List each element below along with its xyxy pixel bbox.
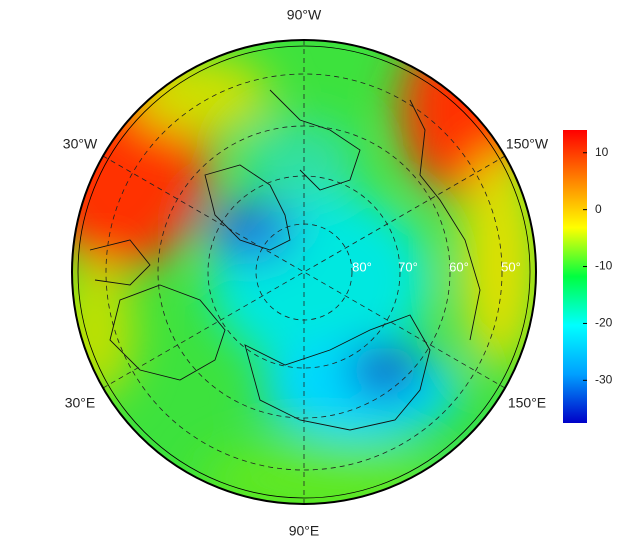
map-inner-border bbox=[77, 45, 531, 499]
lon-label: 90°W bbox=[287, 7, 322, 23]
lon-label: 30°E bbox=[65, 395, 96, 411]
field bbox=[72, 40, 536, 504]
colorbar-tick-label: -30 bbox=[595, 373, 613, 387]
lat-label: 60° bbox=[449, 259, 469, 274]
colorbar-tick-label: -20 bbox=[595, 316, 613, 330]
colorbar-tick-label: 0 bbox=[595, 202, 602, 216]
graticule bbox=[102, 40, 506, 504]
colorbar bbox=[563, 130, 587, 423]
lon-label: 90°E bbox=[289, 523, 320, 539]
lat-label: 70° bbox=[398, 259, 418, 274]
colorbar-tick-label: -10 bbox=[595, 259, 613, 273]
lon-label: 30°W bbox=[63, 136, 98, 152]
coastlines bbox=[89, 89, 481, 431]
map-border bbox=[71, 39, 537, 505]
lat-label: 50° bbox=[501, 259, 521, 274]
lat-label: 80° bbox=[352, 259, 372, 274]
lon-label: 150°W bbox=[506, 136, 549, 152]
colorbar-tick-label: 10 bbox=[595, 145, 609, 159]
lon-label: 150°E bbox=[508, 395, 546, 411]
